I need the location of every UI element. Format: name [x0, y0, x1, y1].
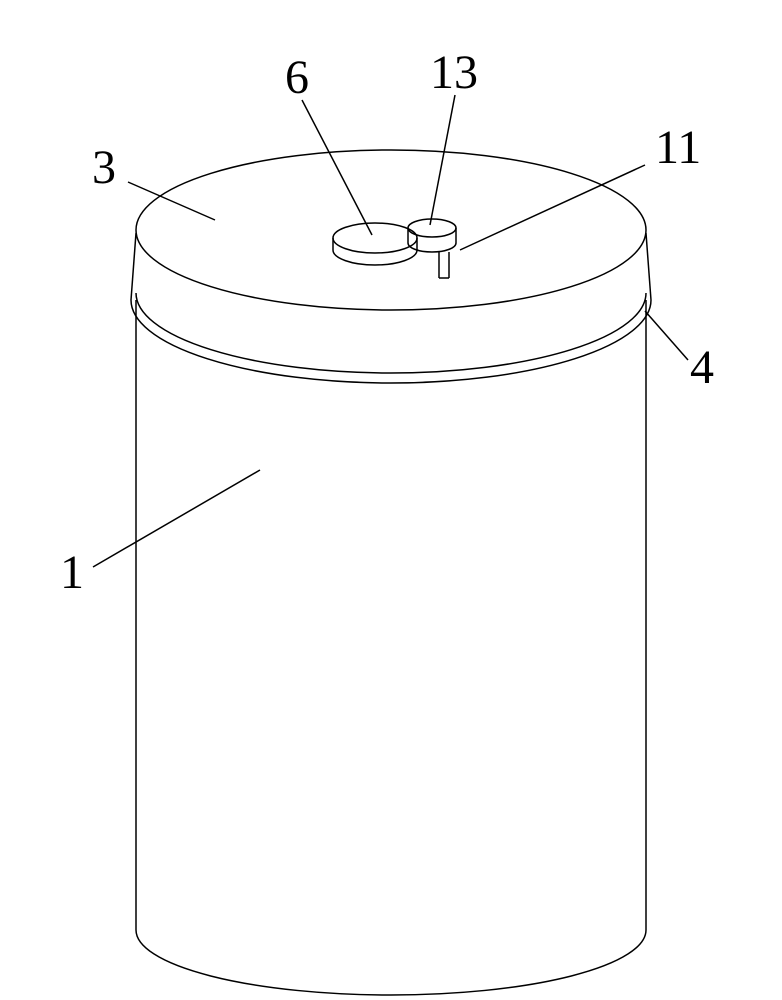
pin — [439, 252, 449, 278]
lid-top-ellipse — [136, 150, 646, 310]
label-6: 6 — [285, 50, 309, 105]
leader-11 — [460, 165, 645, 250]
label-1: 1 — [60, 545, 84, 600]
small-boss — [408, 219, 456, 252]
label-3: 3 — [92, 140, 116, 195]
large-boss — [333, 223, 417, 265]
rim-front — [131, 300, 651, 383]
leader-13 — [430, 95, 455, 225]
label-13: 13 — [430, 45, 478, 100]
leader-lines — [93, 95, 688, 567]
container-body — [131, 150, 651, 995]
leader-6 — [302, 100, 372, 235]
label-11: 11 — [655, 120, 701, 175]
leader-4 — [645, 311, 688, 360]
leader-1 — [93, 470, 260, 567]
label-4: 4 — [690, 340, 714, 395]
